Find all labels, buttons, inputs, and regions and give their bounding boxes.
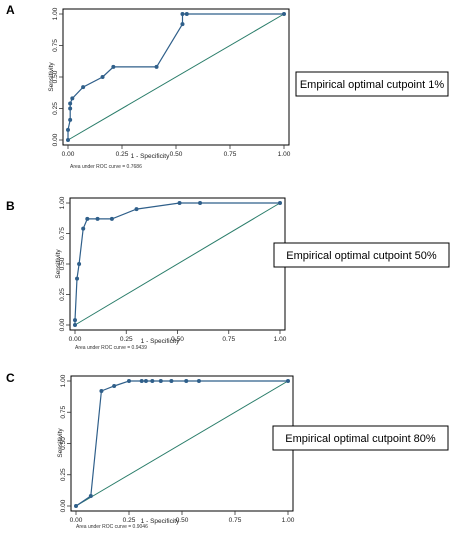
roc-point: [66, 127, 70, 132]
roc-point: [112, 384, 117, 388]
x-tick-label: 0.75: [229, 517, 242, 524]
y-tick-label: 0.25: [60, 468, 67, 481]
roc-point: [278, 201, 282, 205]
cutpoint-box: [295, 71, 449, 97]
y-axis-title: Sensitivity: [57, 428, 64, 458]
roc-point: [184, 379, 189, 383]
roc-point: [88, 494, 93, 498]
cutpoint-label: Empirical optimal cutpoint 1%: [300, 79, 445, 91]
roc-point: [139, 379, 144, 383]
y-tick-label: 0.00: [60, 499, 67, 512]
x-axis-title: 1 - Specificity: [141, 338, 180, 345]
roc-point: [282, 12, 286, 16]
roc-point: [68, 117, 73, 122]
y-axis-title: Sensitivity: [55, 249, 62, 279]
panel-label: B: [6, 199, 15, 213]
y-tick-label: 0.75: [59, 227, 66, 240]
y-tick-label: 1.00: [59, 196, 66, 209]
x-axis-title: 1 - Specificity: [141, 518, 180, 525]
roc-point: [68, 101, 73, 106]
y-tick-label: 0.25: [59, 288, 66, 301]
roc-panel-b: B 0.00 0.25 0.50 0.75 1.00 0.00 0.25 0.50 0.75 1.0…: [6, 196, 450, 351]
x-tick-label: 0.25: [116, 151, 129, 158]
roc-point: [158, 379, 163, 383]
roc-point: [70, 96, 75, 101]
x-tick-label: 0.25: [123, 517, 136, 524]
roc-point: [180, 12, 185, 16]
roc-point: [286, 379, 290, 383]
roc-point: [180, 22, 185, 27]
cutpoint-box: [272, 425, 449, 451]
roc-point: [81, 226, 86, 231]
y-tick-label: 0.75: [60, 406, 67, 419]
x-tick-label: 0.00: [69, 336, 82, 343]
roc-point: [75, 276, 80, 281]
reference-line: [75, 380, 289, 507]
roc-point: [81, 85, 86, 90]
y-tick-label: 1.00: [52, 7, 59, 20]
x-tick-label: 1.00: [282, 517, 295, 524]
roc-point: [73, 318, 77, 323]
roc-point: [134, 207, 139, 212]
roc-point: [77, 262, 82, 266]
roc-panel-a: A 0.00 0.25 0.50 0.75 1.00 0.00 0.25 0.50 0.75 1.0…: [6, 3, 449, 170]
x-tick-label: 0.50: [170, 151, 183, 158]
y-axis-title: Sensitivity: [48, 62, 55, 92]
panel-label: C: [6, 371, 15, 385]
x-tick-label: 0.00: [62, 151, 75, 158]
x-tick-label: 0.75: [224, 151, 237, 158]
roc-point: [68, 106, 73, 111]
auc-note: Area under ROC curve = 0.7686: [70, 164, 142, 170]
x-tick-label: 0.25: [120, 336, 133, 343]
cutpoint-box: [273, 242, 450, 268]
y-tick-label: 0.50: [52, 70, 59, 83]
roc-point: [143, 379, 148, 383]
x-tick-label: 1.00: [274, 336, 287, 343]
roc-point: [169, 379, 174, 383]
auc-note: Area under ROC curve = 0.9046: [76, 524, 148, 530]
reference-line: [74, 202, 281, 326]
roc-point: [111, 64, 116, 69]
y-tick-label: 0.00: [59, 318, 66, 331]
roc-point: [66, 138, 70, 142]
roc-point: [73, 323, 77, 327]
panel-label: A: [6, 3, 15, 17]
roc-point: [109, 216, 114, 221]
x-axis-title: 1 - Specificity: [131, 153, 170, 160]
y-tick-label: 0.25: [52, 102, 59, 115]
roc-point: [74, 504, 78, 508]
y-tick-label: 1.00: [60, 374, 67, 387]
auc-note: Area under ROC curve = 0.9439: [75, 345, 147, 351]
roc-point: [154, 64, 159, 69]
x-tick-label: 0.50: [176, 517, 189, 524]
roc-point: [95, 216, 100, 221]
roc-point: [85, 216, 90, 221]
roc-point: [127, 379, 131, 383]
roc-point: [196, 379, 201, 383]
roc-point: [100, 75, 105, 79]
roc-point: [198, 201, 203, 205]
y-tick-label: 0.50: [60, 437, 67, 450]
roc-panel-c: C 0.00 0.25 0.50 0.75 1.00 0.00 0.25 0.50 0.75 1.0…: [6, 371, 449, 530]
y-tick-label: 0.00: [52, 133, 59, 146]
cutpoint-label: Empirical optimal cutpoint 50%: [286, 250, 437, 262]
roc-curve: [74, 202, 280, 325]
x-tick-label: 1.00: [278, 151, 291, 158]
x-tick-label: 0.00: [70, 517, 83, 524]
cutpoint-label: Empirical optimal cutpoint 80%: [285, 433, 436, 445]
roc-point: [184, 12, 189, 16]
reference-line: [67, 13, 285, 141]
roc-point: [99, 389, 104, 393]
y-tick-label: 0.75: [52, 39, 59, 52]
roc-point: [150, 379, 155, 383]
x-tick-label: 0.75: [222, 336, 235, 343]
x-tick-label: 0.50: [171, 336, 184, 343]
y-tick-label: 0.50: [59, 257, 66, 270]
roc-point: [177, 201, 182, 205]
